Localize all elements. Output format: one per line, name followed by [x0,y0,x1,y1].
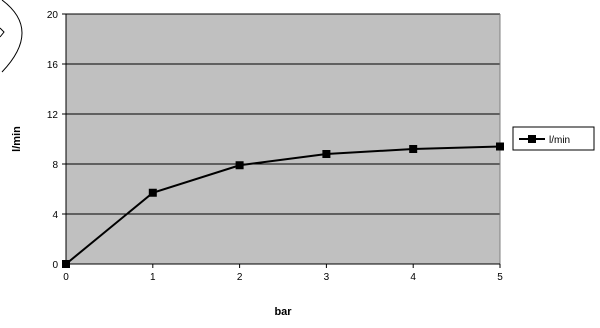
y-tick-label-20: 20 [47,10,59,21]
y-tick-label-8: 8 [52,160,58,171]
y-tick-label-16: 16 [47,60,59,71]
legend: l/min [512,126,595,151]
data-point-2 [235,161,244,170]
decorative-circle-arc [1,0,23,73]
grid-lines [66,13,500,215]
data-point-3 [322,150,331,158]
legend-box [512,126,595,151]
x-tick-label-1: 1 [150,272,156,283]
x-tick-label-4: 4 [410,272,416,283]
y-tick-label-12: 12 [47,110,59,121]
legend-label: l/min [549,135,570,146]
x-tick-label-3: 3 [324,272,330,283]
x-tick-label-0: 0 [63,272,69,283]
x-tick-label-5: 5 [497,272,503,283]
data-point-5 [496,142,504,151]
x-axis-title: bar [274,306,292,318]
series-group [62,142,504,268]
decorative-chevron [0,27,5,38]
y-axis-title: l/min [11,126,23,152]
legend-marker [528,135,536,143]
data-point-0 [62,260,70,268]
x-tick-label-2: 2 [237,272,243,283]
plot-area [66,14,500,264]
y-tick-label-0: 0 [52,260,58,271]
data-point-1 [148,188,157,197]
data-point-4 [409,145,418,153]
series-line-0 [65,145,501,265]
y-tick-label-4: 4 [52,210,58,221]
